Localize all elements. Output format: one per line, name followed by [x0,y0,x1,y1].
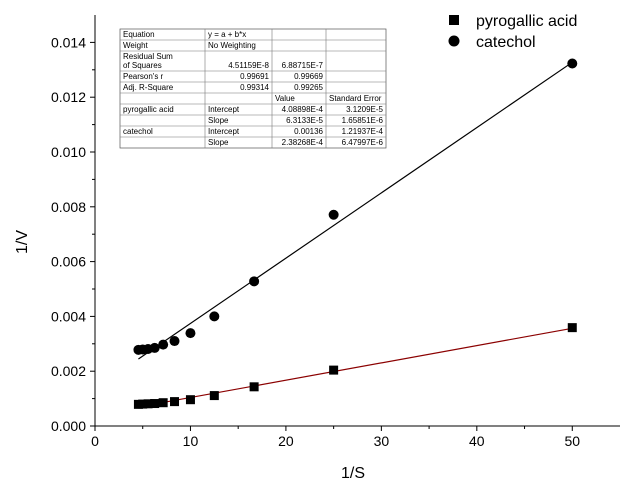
y-tick-label: 0.004 [51,308,86,324]
data-point-pyrogallic-acid [185,395,195,405]
x-tick-label: 40 [469,433,485,449]
legend-marker-catechol [448,35,460,47]
data-point-catechol [328,209,339,220]
data-point-pyrogallic-acid [138,399,148,409]
plot-area [94,15,620,427]
data-point-catechol [169,336,180,347]
data-point-pyrogallic-acid [329,365,339,375]
table-background [119,28,387,149]
table-cell: Slope [208,116,229,125]
data-point-pyrogallic-acid [158,398,168,408]
y-tick-label: 0.006 [51,254,86,270]
y-tick-label: 0.012 [51,89,86,105]
data-point-catechol [249,276,260,287]
y-axis-label: 1/V [14,230,31,254]
table-cell: 0.99314 [240,83,269,92]
table-cell: 1.65851E-6 [342,116,384,125]
x-tick-label: 0 [91,433,99,449]
data-point-pyrogallic-acid [209,391,219,401]
x-tick-label: 30 [374,433,390,449]
legend-label-pyrogallic-acid: pyrogallic acid [476,13,577,30]
axis-ticks: 0 10 20 30 40 50 0.000 0.002 0.004 0.006 0.008 0.01… [51,34,580,449]
fit-line-pyrogallic-acid [138,327,573,408]
table-cell: Intercept [208,105,240,114]
table-cell: 1.21937E-4 [342,127,384,136]
table-cell: Adj. R-Square [123,83,174,92]
table-cell: Value [275,94,295,103]
table-cell: Equation [123,30,155,39]
data-point-catechol [567,58,578,69]
legend: pyrogallic acid catechol [448,13,577,51]
x-tick-label: 20 [278,433,294,449]
data-point-pyrogallic-acid [150,399,160,409]
data-point-pyrogallic-acid [567,323,577,333]
x-tick-label: 50 [564,433,580,449]
data-point-pyrogallic-acid [170,397,180,407]
legend-label-catechol: catechol [476,34,536,51]
y-tick-label: 0.010 [51,144,86,160]
fit-results-table: Equation y = a + b*x Weight No Weighting Res… [119,28,387,149]
data-point-catechol [149,342,160,353]
data-point-catechol [185,328,196,339]
table-cell: 3.1209E-5 [346,105,383,114]
data-point-pyrogallic-acid [143,399,153,409]
table-cell: 0.99265 [294,83,323,92]
table-cell: Residual Sum [123,52,173,61]
table-cell: of Squares [123,61,162,70]
y-tick-label: 0.008 [51,199,86,215]
x-axis-label: 1/S [341,465,365,482]
x-tick-label: 10 [183,433,199,449]
table-cell: Slope [208,138,229,147]
table-cell: No Weighting [208,41,256,50]
y-tick-label: 0.002 [51,363,86,379]
table-cell: 0.99669 [294,72,323,81]
table-cell: 6.88715E-7 [282,61,324,70]
fit-line-catechol [138,61,573,360]
table-cell: 0.99691 [240,72,269,81]
table-cell: 6.3133E-5 [286,116,323,125]
table-cell: 0.00136 [294,127,323,136]
table-cell: 4.51159E-8 [228,61,269,70]
table-cell: Weight [123,41,149,50]
y-tick-label: 0.000 [51,418,86,434]
table-cell: Intercept [208,127,240,136]
y-tick-label: 0.014 [51,34,86,50]
data-point-catechol [158,339,169,350]
table-cell: 6.47997E-6 [342,138,384,147]
data-point-pyrogallic-acid [249,382,259,392]
table-cell: catechol [123,127,153,136]
data-point-catechol [209,311,220,322]
data-points [133,58,578,409]
table-cell: pyrogallic acid [123,105,174,114]
table-cell: y = a + b*x [208,30,246,39]
table-cell: 4.08898E-4 [282,105,324,114]
legend-marker-pyrogallic-acid [449,15,459,25]
table-cell: Pearson's r [123,72,164,81]
table-cell: Standard Error [329,94,382,103]
table-cell: 2.38268E-4 [282,138,324,147]
